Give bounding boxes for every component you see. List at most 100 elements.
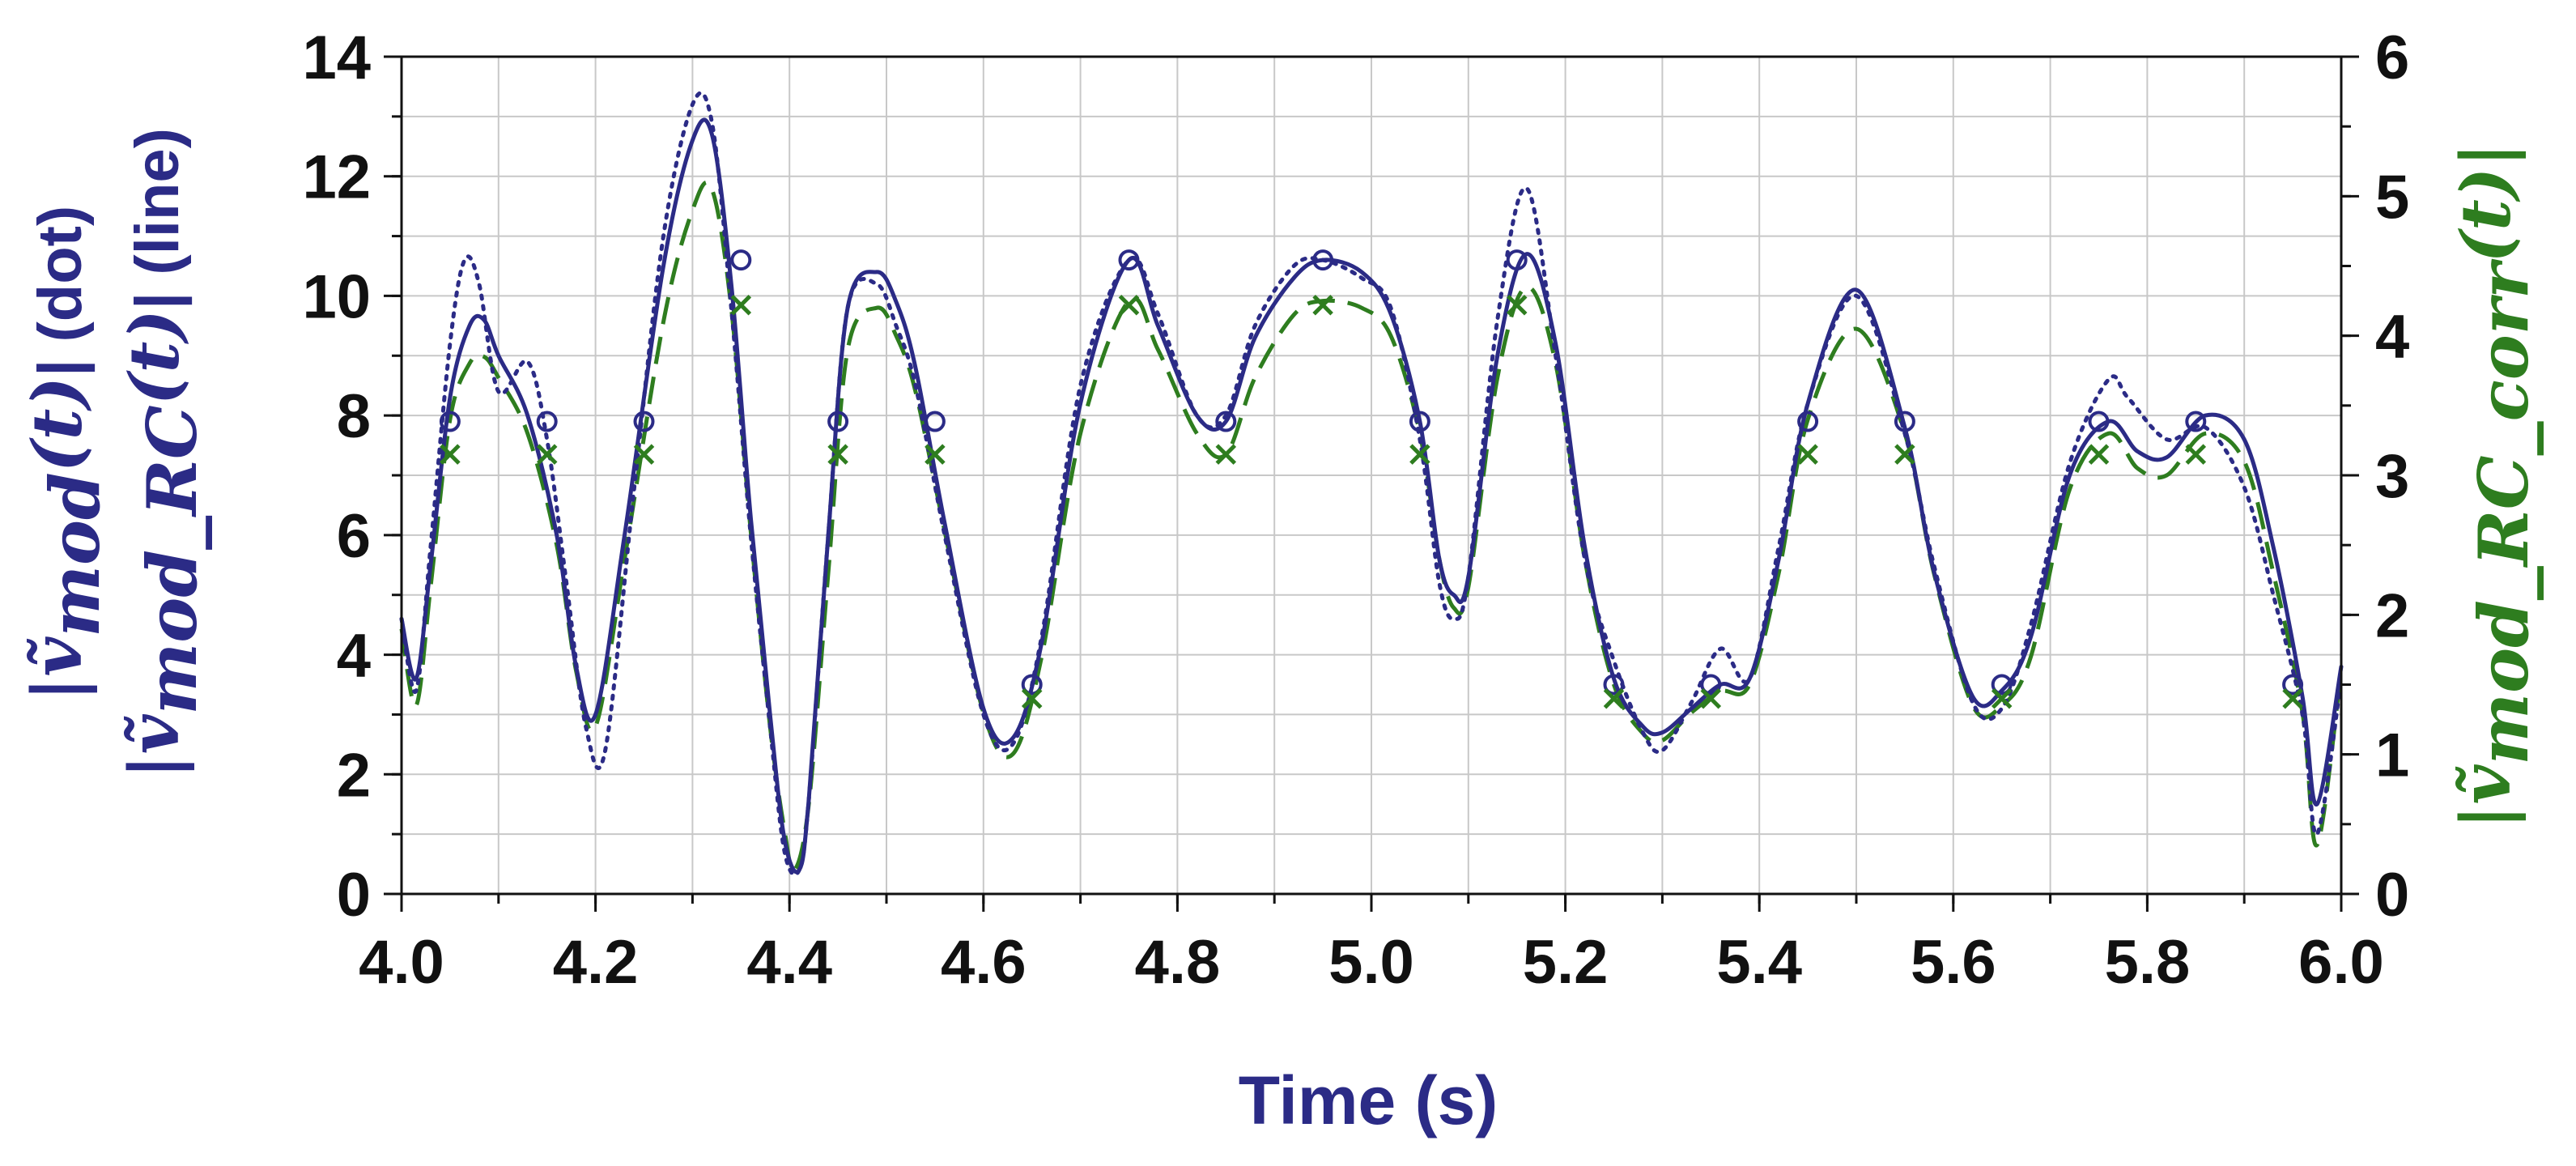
marker-cross-stroke [925, 444, 946, 465]
y-left-tick-label: 10 [302, 262, 371, 331]
marker-cross [827, 444, 848, 465]
marker-circle [1409, 411, 1430, 432]
marker-cross [1118, 294, 1140, 316]
y-left-tick-label: 0 [337, 861, 371, 930]
marker-cross-stroke [1603, 687, 1625, 709]
y-left-tick-label: 4 [337, 622, 371, 691]
marker-cross-stroke [827, 444, 848, 465]
marker-cross [1797, 444, 1818, 465]
x-tick-label: 4.6 [941, 928, 1027, 997]
marker-circle [2282, 674, 2304, 696]
marker-cross [1894, 444, 1915, 465]
x-tick-label: 5.2 [1523, 928, 1609, 997]
y-left-tick-label: 12 [302, 143, 371, 212]
x-tick-label: 4.0 [359, 928, 444, 997]
marker-cross-stroke [1991, 687, 2013, 709]
marker-circle [1312, 249, 1334, 271]
y-right-tick-label: 5 [2375, 163, 2409, 232]
marker-layer [439, 249, 2304, 709]
marker-circle [1700, 674, 1722, 696]
marker-circle [1506, 249, 1528, 271]
marker-cross [1700, 687, 1722, 709]
marker-cross [1991, 687, 2013, 709]
marker-cross-stroke [2088, 444, 2110, 465]
marker-cross [2088, 444, 2110, 465]
y-axis-label-left-2: |ṽmod_RC(t)| (line) [114, 128, 212, 779]
y-axis-label-left: |ṽmod(t)| (dot) [17, 206, 115, 701]
marker-cross-stroke [1409, 444, 1430, 465]
marker-circle [730, 249, 752, 271]
marker-circle [924, 411, 946, 432]
x-tick-label: 5.4 [1716, 928, 1802, 997]
marker-cross-stroke [2185, 444, 2207, 465]
marker-cross-stroke [1700, 687, 1722, 709]
y-right-tick-label: 0 [2375, 861, 2409, 930]
y-axis-label-right-text: |ṽmod_RC_corr(t)| [2446, 143, 2544, 829]
x-tick-label: 5.0 [1328, 928, 1414, 997]
y-axis-label-left-line2: |ṽmod_RC(t)| (line) [114, 128, 212, 779]
marker-cross [2282, 687, 2303, 709]
x-axis-label: Time (s) [1239, 1062, 1498, 1138]
marker-circle [1894, 411, 1915, 432]
x-tick-label: 4.4 [746, 928, 832, 997]
marker-cross [1215, 444, 1237, 465]
x-tick-label: 4.8 [1135, 928, 1221, 997]
marker-cross-stroke [1215, 444, 1237, 465]
marker-circle [2088, 411, 2110, 432]
x-tick-label: 5.6 [1911, 928, 1996, 997]
y-axis-label-left-line1: |ṽmod(t)| (dot) [17, 206, 115, 701]
x-tick-label: 6.0 [2298, 928, 2384, 997]
marker-circle [2185, 411, 2207, 432]
tick-labels: 4.0 4.2 4.4 4.6 4.8 5.0 5.2 5.4 5.6 5.8 6.00246810… [302, 23, 2409, 997]
x-tick-label: 4.2 [553, 928, 639, 997]
marker-circle [633, 411, 655, 432]
y-right-tick-label: 1 [2375, 721, 2409, 790]
marker-circle [439, 411, 461, 432]
marker-cross [925, 444, 946, 465]
y-right-tick-label: 6 [2375, 23, 2409, 92]
y-left-tick-label: 8 [337, 382, 371, 451]
marker-cross [1021, 687, 1043, 709]
marker-circle [1021, 674, 1043, 696]
marker-cross-stroke [1894, 444, 1915, 465]
marker-cross [1312, 294, 1333, 316]
marker-cross-stroke [1506, 294, 1528, 316]
marker-cross [730, 294, 752, 316]
marker-cross-stroke [1021, 687, 1043, 709]
marker-cross-stroke [2282, 687, 2303, 709]
marker-cross-stroke [440, 444, 461, 465]
marker-circle [1118, 249, 1140, 271]
grid [401, 56, 2342, 895]
marker-cross [1603, 687, 1625, 709]
y-left-tick-label: 14 [302, 23, 371, 92]
marker-cross [1409, 444, 1430, 465]
marker-cross [536, 444, 558, 465]
marker-cross-stroke [1312, 294, 1333, 316]
y-right-tick-label: 4 [2375, 303, 2409, 372]
marker-circle [827, 411, 849, 432]
marker-cross [633, 444, 655, 465]
x-tick-label: 5.8 [2105, 928, 2191, 997]
marker-cross-stroke [730, 294, 752, 316]
marker-cross-stroke [1797, 444, 1818, 465]
y-left-tick-label: 2 [337, 741, 371, 810]
marker-circle [1603, 674, 1625, 696]
y-axis-label-right: |ṽmod_RC_corr(t)| [2446, 143, 2544, 829]
marker-circle [536, 411, 558, 432]
y-right-tick-label: 2 [2375, 581, 2409, 650]
y-right-tick-label: 3 [2375, 442, 2409, 511]
marker-circle [1991, 674, 2013, 696]
marker-circle [1215, 411, 1237, 432]
series-dashed-line [399, 180, 2344, 873]
marker-circle [1797, 411, 1819, 432]
series-dotted-line [399, 91, 2344, 877]
axes [384, 55, 2359, 912]
marker-cross [440, 444, 461, 465]
marker-cross [2185, 444, 2207, 465]
marker-cross-stroke [536, 444, 558, 465]
y-left-tick-label: 6 [337, 502, 371, 571]
marker-cross [1506, 294, 1528, 316]
marker-cross-stroke [633, 444, 655, 465]
